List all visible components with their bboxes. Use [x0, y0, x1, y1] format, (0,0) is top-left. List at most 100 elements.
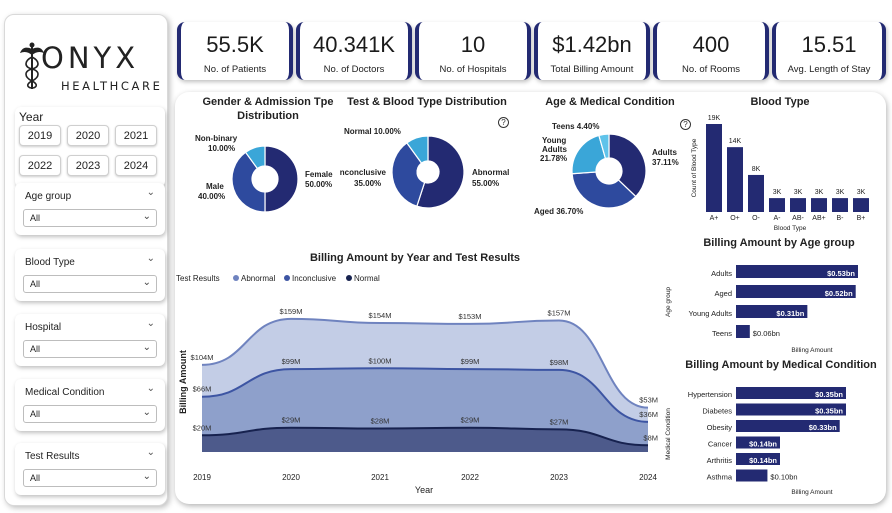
- area-data-label: $36M: [639, 410, 658, 419]
- chevron-down-icon: ⌄: [142, 342, 151, 353]
- help-icon[interactable]: ?: [680, 119, 691, 130]
- bar-value-label: 3K: [857, 189, 866, 196]
- line-abnormal: [201, 317, 649, 409]
- condition-bar-chart[interactable]: Hypertension $0.35bn Diabetes $0.35bn Obesit…: [660, 380, 888, 498]
- billing-area-chart[interactable]: Test Results Abnormal Inconclusive Normal $1…: [174, 268, 668, 498]
- legend-label-inconclusive[interactable]: Inconclusive: [292, 274, 337, 283]
- x-tick-label: 2023: [550, 473, 568, 482]
- help-icon[interactable]: ?: [498, 117, 509, 128]
- donut-slice-teens[interactable]: [598, 133, 610, 160]
- test-donut[interactable]: [390, 134, 466, 210]
- brand-subtitle: HEALTHCARE: [61, 79, 163, 93]
- test-results-dropdown[interactable]: All ⌄: [23, 469, 157, 487]
- donut-slice-abnormal[interactable]: [416, 135, 465, 209]
- chevron-down-icon: ⌄: [142, 407, 151, 418]
- year-option-2019[interactable]: 2019: [19, 125, 61, 146]
- bar-AB-[interactable]: [790, 198, 806, 212]
- area-data-label: $66M: [193, 385, 212, 394]
- collapse-chevron-icon[interactable]: ⌄: [146, 253, 155, 264]
- bar-O-[interactable]: [748, 174, 764, 212]
- area-normal[interactable]: [202, 427, 648, 452]
- bar-young-adults[interactable]: [736, 305, 808, 318]
- bar-hypertension[interactable]: [736, 387, 846, 399]
- age-bar-chart-title: Billing Amount by Age group: [703, 237, 855, 249]
- x-tick-label: 2024: [639, 473, 657, 482]
- legend-label-normal[interactable]: Normal: [354, 274, 380, 283]
- legend-title: Test Results: [176, 274, 220, 283]
- collapse-chevron-icon[interactable]: ⌄: [146, 187, 155, 198]
- brand-logo: ONYX HEALTHCARE: [19, 41, 161, 101]
- age-group-dropdown[interactable]: All ⌄: [23, 209, 157, 227]
- kpi-value: $1.42bn: [552, 32, 632, 57]
- bar-cancer[interactable]: [736, 436, 780, 449]
- inconclusive-label: Inconclusive: [340, 168, 386, 177]
- bar-value-label: $0.31bn: [776, 309, 804, 318]
- bar-O+[interactable]: [727, 147, 743, 212]
- bar-category-label: Arthritis: [707, 456, 733, 465]
- bar-A-[interactable]: [769, 198, 785, 212]
- filter-panel: ONYX HEALTHCARE Year 2019 2020 2021 2022…: [4, 14, 168, 506]
- abnormal-label: Abnormal: [472, 168, 510, 177]
- kpi-label: No. of Hospitals: [439, 64, 507, 75]
- nonbinary-pct: 10.00%: [208, 144, 236, 153]
- year-option-2023[interactable]: 2023: [67, 155, 109, 176]
- area-data-label: $99M: [461, 357, 480, 366]
- bar-arthritis[interactable]: [736, 453, 780, 465]
- age-donut[interactable]: [570, 132, 648, 210]
- year-option-2022[interactable]: 2022: [19, 155, 61, 176]
- collapse-chevron-icon[interactable]: ⌄: [146, 447, 155, 458]
- bar-category-label: Adults: [711, 269, 732, 278]
- collapse-chevron-icon[interactable]: ⌄: [146, 318, 155, 329]
- donut-slice-aged[interactable]: [571, 171, 637, 209]
- year-slicer-title: Year: [19, 110, 44, 124]
- area-data-label: $20M: [193, 423, 212, 432]
- bar-teens[interactable]: [736, 325, 750, 338]
- medical-condition-dropdown[interactable]: All ⌄: [23, 405, 157, 423]
- kpi-value: 40.341K: [313, 32, 395, 57]
- legend-label-abnormal[interactable]: Abnormal: [241, 274, 275, 283]
- bar-asthma[interactable]: [736, 469, 768, 482]
- kpi-value: 10: [460, 32, 486, 57]
- collapse-chevron-icon[interactable]: ⌄: [146, 383, 155, 394]
- kpi-length-of-stay: 15.51 Avg. Length of Stay: [772, 22, 886, 80]
- gender-donut[interactable]: [230, 144, 300, 214]
- blood-type-dropdown[interactable]: All ⌄: [23, 275, 157, 293]
- y-axis-title: Billing Amount: [178, 350, 188, 414]
- slicer-label: Blood Type: [25, 257, 75, 268]
- year-slicer: Year 2019 2020 2021 2022 2023 2024: [15, 107, 165, 187]
- bar-adults[interactable]: [736, 265, 858, 278]
- hospital-dropdown[interactable]: All ⌄: [23, 340, 157, 358]
- bar-obesity[interactable]: [736, 420, 840, 432]
- blood-type-chart[interactable]: 19K A+ 14K O+ 8K O- 3K A- 3K AB- 3K AB+ 3K B- 3K B+ Bloo…: [684, 112, 874, 234]
- bar-B+[interactable]: [853, 198, 869, 212]
- bar-diabetes[interactable]: [736, 403, 846, 416]
- bar-aged[interactable]: [736, 285, 856, 298]
- bar-value-label: 19K: [708, 115, 721, 122]
- bar-A+[interactable]: [706, 124, 722, 212]
- year-option-2021[interactable]: 2021: [115, 125, 157, 146]
- donut-slice-non-binary[interactable]: [244, 145, 266, 170]
- bar-category-label: Asthma: [707, 473, 733, 482]
- area-data-label: $159M: [280, 307, 303, 316]
- adults-label: Adults: [652, 148, 677, 157]
- area-data-label: $154M: [369, 311, 392, 320]
- slicer-label: Test Results: [25, 451, 80, 462]
- donut-slice-female[interactable]: [264, 145, 299, 213]
- donut-slice-inconclusive[interactable]: [391, 142, 426, 207]
- year-option-2020[interactable]: 2020: [67, 125, 109, 146]
- bar-category-label: Obesity: [707, 423, 733, 432]
- slicer-hospital: Hospital ⌄ All ⌄: [15, 314, 165, 366]
- area-data-label: $8M: [643, 433, 658, 442]
- bar-B-[interactable]: [832, 198, 848, 212]
- bar-AB+[interactable]: [811, 198, 827, 212]
- bar-value-label: 8K: [752, 166, 761, 173]
- female-pct: 50.00%: [305, 180, 333, 189]
- bar-value-label: $0.35bn: [815, 407, 843, 416]
- blood-type-chart-title: Blood Type: [750, 96, 810, 108]
- donut-slice-male[interactable]: [231, 151, 266, 213]
- donut-slice-normal[interactable]: [406, 135, 429, 164]
- year-option-2024[interactable]: 2024: [115, 155, 157, 176]
- bar-value-label: 3K: [836, 189, 845, 196]
- age-group-bar-chart[interactable]: Adults $0.53bn Aged $0.52bn Young Adults $0.3…: [660, 256, 884, 356]
- donut-slice-adults[interactable]: [608, 133, 647, 198]
